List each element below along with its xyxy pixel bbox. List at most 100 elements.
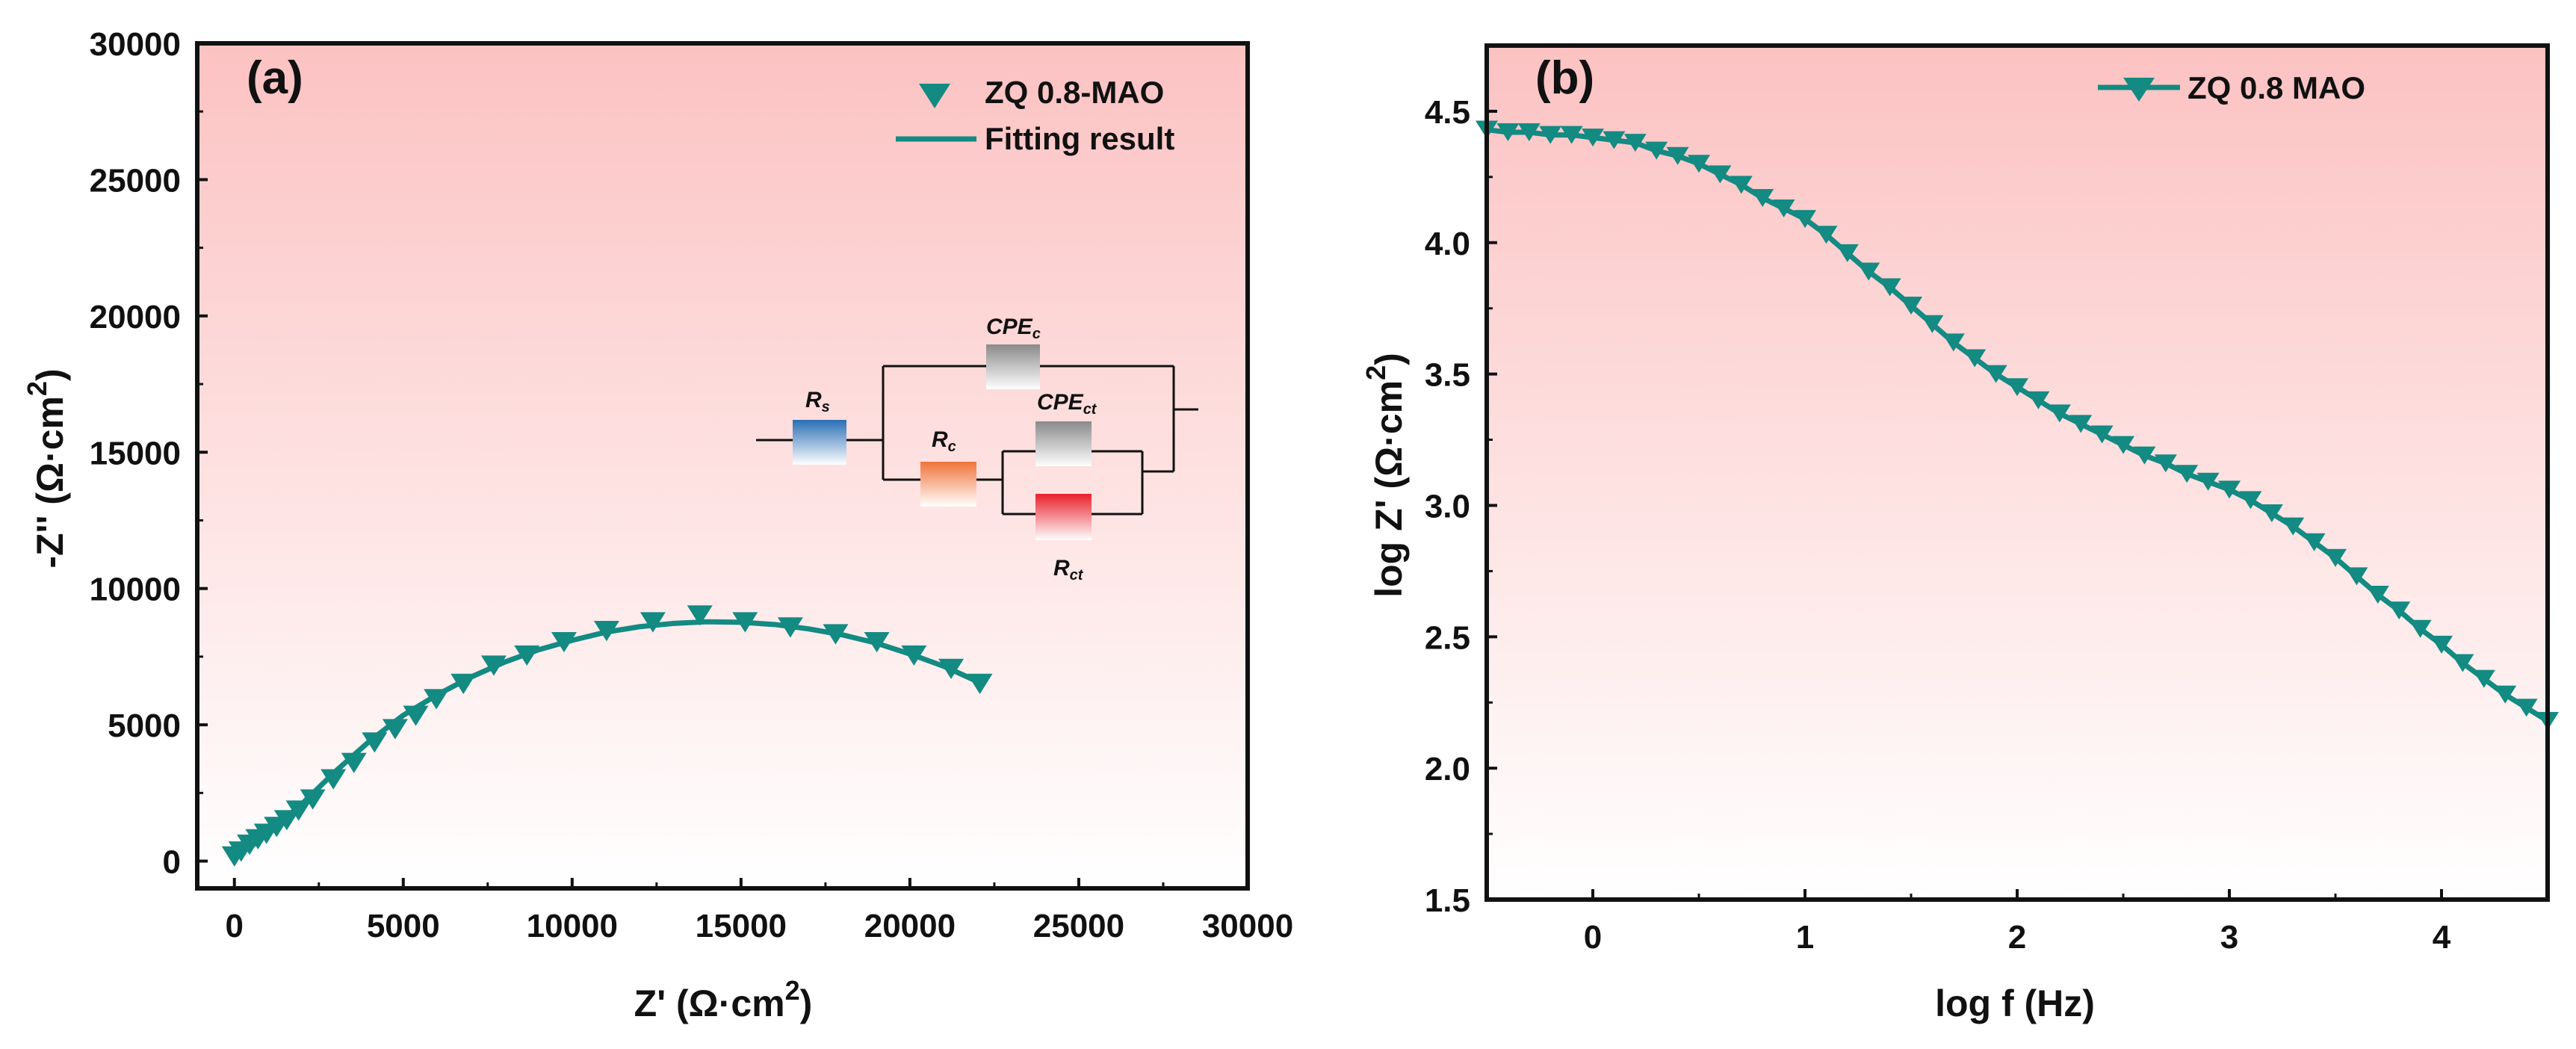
nyquist-plot: 0 5000 10000 15000 20000 25000 30000 0 5000 10000… — [90, 26, 1294, 944]
y-tick-label: 10000 — [90, 572, 181, 608]
plot-area — [1487, 46, 2548, 900]
cpe-ct-icon — [1035, 421, 1092, 466]
x-tick-label: 0 — [1584, 919, 1602, 956]
plot-frame — [195, 41, 1250, 891]
y-axis-title-a: -Z'' (Ω·cm2) — [22, 368, 71, 568]
legend-triangle-marker-icon — [2123, 78, 2155, 102]
data-point — [2218, 480, 2241, 499]
y-tick-label: 3.0 — [1425, 488, 1470, 524]
legend-b: ZQ 0.8 MAO — [2098, 70, 2365, 105]
y-tick-label: 0 — [163, 844, 181, 881]
label-rc: Rc — [932, 427, 956, 455]
data-point — [2260, 504, 2283, 523]
x-tick-label: 3 — [2220, 919, 2238, 956]
data-point — [2069, 415, 2093, 433]
legend-triangle-marker-icon — [919, 84, 950, 108]
series-line — [232, 619, 981, 859]
data-point — [300, 789, 326, 810]
data-point — [321, 769, 347, 790]
data-point — [2090, 425, 2114, 444]
data-point — [2196, 472, 2220, 491]
data-point — [640, 612, 666, 633]
data-point — [2154, 454, 2177, 473]
data-point — [2345, 567, 2368, 586]
data-point — [2027, 391, 2050, 409]
data-point — [1984, 365, 2007, 383]
data-point — [1857, 262, 1880, 281]
x-tick-label: 25000 — [1033, 908, 1124, 944]
data-point — [1496, 123, 1520, 142]
data-point — [2494, 685, 2517, 704]
data-point — [1963, 349, 1987, 368]
y-tick-label: 1.5 — [1425, 882, 1470, 919]
equivalent-circuit-inset — [756, 344, 1198, 540]
legend-entry-data: ZQ 0.8-MAO — [985, 75, 1164, 110]
data-point — [2282, 517, 2305, 536]
data-point — [2133, 446, 2156, 465]
legend-entry-data: ZQ 0.8 MAO — [2188, 70, 2365, 105]
data-point — [2515, 699, 2538, 717]
x-tick-label: 30000 — [1202, 908, 1293, 944]
y-axis-title-b: log Z' (Ω·cm2) — [1360, 353, 1410, 598]
x-tick-label: 5000 — [367, 908, 440, 944]
data-point — [2388, 601, 2411, 620]
x-tick-label: 20000 — [864, 908, 956, 944]
data-point — [1730, 176, 1753, 194]
label-cpe-ct: CPEct — [1037, 390, 1097, 418]
data-point — [1772, 199, 1795, 218]
data-point — [2303, 533, 2326, 551]
legend-entry-fit: Fitting result — [985, 121, 1174, 156]
legend-a: ZQ 0.8-MAO Fitting result — [896, 75, 1174, 156]
data-point — [362, 732, 388, 753]
data-point — [2006, 378, 2028, 397]
data-point — [2048, 404, 2071, 423]
data-point — [2324, 548, 2347, 567]
data-point — [1645, 141, 1668, 160]
data-point — [1900, 297, 1922, 315]
x-tick-label: 4 — [2433, 919, 2451, 956]
y-tick-label: 4.5 — [1425, 94, 1470, 131]
cpe-c-icon — [986, 344, 1040, 389]
resistor-rc-icon — [920, 462, 976, 507]
data-point — [2176, 465, 2199, 483]
y-tick-label: 5000 — [108, 708, 181, 744]
x-tick-label: 15000 — [696, 908, 787, 944]
data-point — [1539, 126, 1562, 144]
data-point — [2409, 619, 2432, 638]
x-tick-label: 2 — [2008, 919, 2026, 956]
data-point — [1794, 210, 1816, 229]
y-tick-label: 4.0 — [1425, 226, 1470, 262]
data-point — [1709, 165, 1732, 184]
data-point — [1921, 315, 1944, 333]
data-point — [1751, 188, 1774, 207]
label-cpe-c: CPEc — [986, 315, 1041, 342]
data-point — [2112, 436, 2134, 454]
y-tick-label: 2.0 — [1425, 751, 1470, 787]
label-rs: Rs — [805, 388, 830, 415]
data-point — [687, 605, 713, 626]
data-point — [1603, 131, 1626, 149]
x-axis-title-b: log f (Hz) — [1935, 983, 2095, 1024]
data-point — [2239, 491, 2262, 510]
data-point — [1623, 134, 1647, 152]
data-point — [2366, 586, 2389, 604]
data-point — [1815, 226, 1838, 244]
data-point — [1878, 278, 1901, 297]
panel-label-b: (b) — [1535, 52, 1594, 104]
data-point — [1688, 155, 1710, 173]
y-tick-label: 15000 — [90, 435, 181, 471]
resistor-rs-icon — [793, 420, 846, 465]
label-rct: Rct — [1053, 556, 1084, 584]
data-point — [1582, 129, 1604, 147]
data-point — [2430, 635, 2453, 654]
x-tick-label: 10000 — [527, 908, 618, 944]
y-tick-label: 25000 — [90, 162, 181, 199]
x-tick-label: 1 — [1796, 919, 1814, 956]
resistor-rct-icon — [1035, 494, 1092, 540]
x-axis-title-a: Z' (Ω·cm2) — [634, 975, 813, 1024]
y-tick-label: 2.5 — [1425, 619, 1470, 656]
data-point — [2472, 669, 2495, 688]
panel-label-a: (a) — [247, 52, 303, 104]
bode-plot: 0 1 2 3 4 1.5 2.0 2.5 3.0 3.5 4.0 4.5 — [1425, 43, 2559, 956]
